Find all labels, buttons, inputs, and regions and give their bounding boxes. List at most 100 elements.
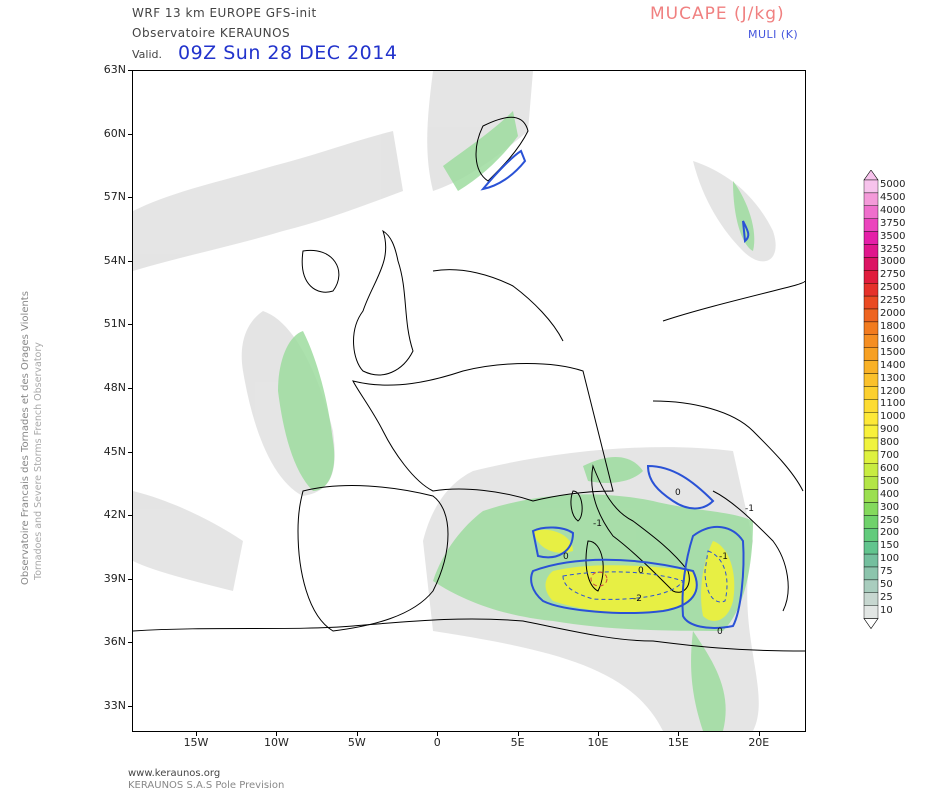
colorbar-swatch — [863, 179, 879, 194]
contour-label-4: -1 — [719, 552, 728, 562]
lat-label: 63N — [103, 63, 126, 76]
muli-title: MULI (K) — [748, 28, 799, 41]
side-text-french: Observatoire Francais des Tornades et de… — [20, 291, 31, 585]
coastlines — [133, 116, 805, 652]
colorbar-label: 1200 — [880, 385, 906, 397]
colorbar-label: 2000 — [880, 308, 906, 320]
colorbar-label: 3000 — [880, 256, 906, 268]
colorbar-label: 500 — [880, 475, 900, 487]
colorbar-swatch — [863, 308, 879, 323]
lat-label: 45N — [103, 444, 126, 458]
lat-tick — [128, 706, 133, 707]
lat-label: 42N — [103, 508, 126, 522]
colorbar-label: 10 — [880, 604, 893, 616]
colorbar-bottom-arrow — [863, 618, 879, 630]
lat-tick — [128, 515, 133, 517]
lon-label: 15E — [667, 736, 689, 749]
observatory-name: Observatoire KERAUNOS — [132, 26, 291, 40]
colorbar-label: 3750 — [880, 217, 906, 229]
colorbar-swatch — [863, 257, 879, 271]
colorbar-swatch — [863, 347, 879, 361]
colorbar-label: 50 — [880, 579, 893, 591]
colorbar-label: 1800 — [880, 320, 906, 332]
lon-label: 20E — [748, 736, 770, 749]
colorbar: 5000 4500 4000 3750 3500 3250 3000 2750 2500 2250… — [862, 170, 922, 630]
colorbar-swatch — [863, 605, 879, 619]
colorbar-label: 1300 — [880, 372, 906, 384]
colorbar-swatch — [863, 424, 879, 439]
colorbar-label: 5000 — [880, 179, 906, 190]
colorbar-swatch — [863, 334, 879, 348]
colorbar-swatch — [863, 528, 879, 542]
lat-label: 36N — [103, 635, 126, 649]
colorbar-swatch — [863, 231, 879, 245]
colorbar-strip — [863, 170, 879, 630]
lon-tick — [276, 731, 278, 736]
lat-tick — [128, 388, 133, 389]
lat-tick — [128, 324, 133, 326]
colorbar-label: 4500 — [880, 191, 906, 203]
colorbar-label: 2750 — [880, 269, 906, 281]
contour-label-7: 0 — [717, 627, 723, 637]
lon-tick — [196, 731, 197, 736]
lat-tick — [128, 197, 133, 199]
colorbar-label: 150 — [880, 540, 900, 552]
lon-tick — [758, 731, 760, 736]
colorbar-label: 2500 — [880, 282, 906, 294]
contour-label-5: -2 — [633, 594, 642, 604]
lon-tick — [356, 731, 358, 736]
colorbar-swatch — [863, 270, 879, 284]
colorbar-swatch — [863, 592, 879, 606]
colorbar-label: 1500 — [880, 346, 906, 358]
colorbar-label: 1100 — [880, 398, 906, 410]
colorbar-swatch — [863, 437, 879, 452]
colorbar-swatch — [863, 463, 879, 477]
contour-label-8: -1 — [593, 519, 602, 529]
lon-label: 5W — [347, 736, 366, 749]
colorbar-swatch — [863, 192, 879, 206]
map-canvas: 0 -1 0 -1 -2 0 0 -1 — [133, 71, 805, 731]
lat-label: 60N — [103, 126, 126, 140]
lon-tick — [598, 731, 599, 736]
lon-label: 0 — [433, 736, 441, 749]
colorbar-swatch — [863, 373, 879, 387]
colorbar-label: 200 — [880, 527, 900, 539]
lat-label: 48N — [103, 381, 126, 394]
colorbar-label: 700 — [880, 450, 900, 462]
footer-company: KERAUNOS S.A.S Pole Prevision — [128, 780, 285, 791]
colorbar-label: 800 — [880, 437, 900, 449]
colorbar-label: 1000 — [880, 411, 906, 423]
model-info: WRF 13 km EUROPE GFS-init — [132, 6, 317, 20]
colorbar-swatch — [863, 450, 879, 464]
colorbar-swatch — [863, 553, 879, 568]
weather-map: 0 -1 0 -1 -2 0 0 -1 — [132, 70, 806, 732]
colorbar-swatch — [863, 411, 879, 426]
colorbar-swatch — [863, 218, 879, 232]
colorbar-swatch — [863, 515, 879, 529]
colorbar-label: 3250 — [880, 243, 906, 255]
lat-tick — [128, 578, 133, 580]
colorbar-label: 75 — [880, 566, 893, 578]
lon-tick — [678, 731, 680, 736]
lat-tick — [128, 133, 133, 135]
colorbar-swatch — [863, 399, 879, 413]
lat-label: 54N — [103, 253, 126, 267]
lat-tick — [128, 642, 133, 644]
muli-dashed-contours — [562, 550, 728, 603]
colorbar-label: 400 — [880, 488, 900, 500]
colorbar-label: 1400 — [880, 359, 906, 371]
lon-label: 15W — [183, 736, 209, 749]
lon-tick — [437, 731, 439, 736]
colorbar-label: 1600 — [880, 333, 906, 345]
colorbar-swatch — [863, 476, 879, 490]
colorbar-label: 4000 — [880, 204, 906, 216]
colorbar-swatch — [863, 360, 879, 374]
colorbar-label: 300 — [880, 501, 900, 513]
colorbar-swatch — [863, 489, 879, 503]
colorbar-label: 600 — [880, 462, 900, 474]
colorbar-swatch — [863, 579, 879, 593]
colorbar-swatch — [863, 386, 879, 400]
lat-tick — [128, 260, 133, 262]
lon-label: 10E — [587, 736, 609, 749]
lon-label: 10W — [263, 736, 289, 749]
